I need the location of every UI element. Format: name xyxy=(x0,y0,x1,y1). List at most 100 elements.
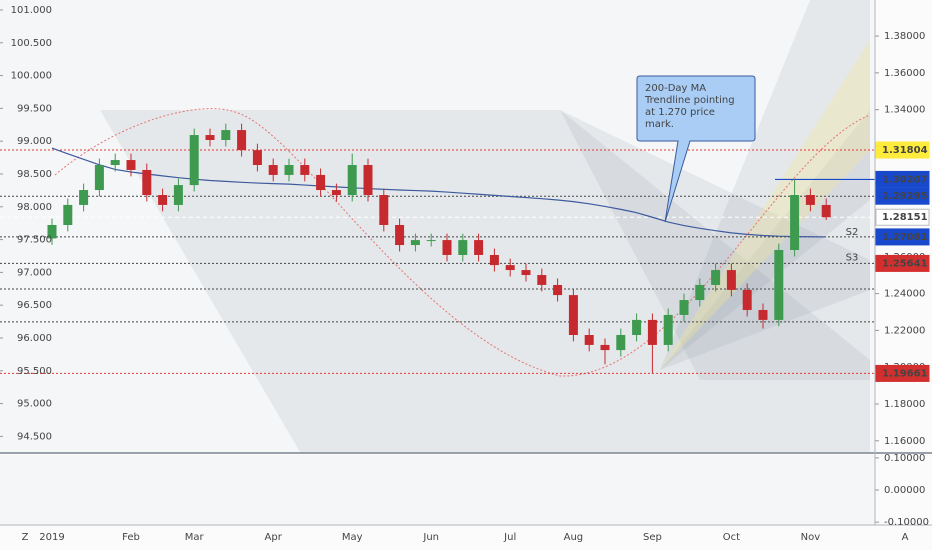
price-tag xyxy=(875,141,930,159)
candle-body xyxy=(268,165,278,175)
price-tag-label: 1.31804 xyxy=(882,145,928,156)
x-tick-label: Jun xyxy=(422,532,439,543)
candle-body xyxy=(205,135,215,140)
level-label: S3 xyxy=(846,253,859,264)
y2-tick-label: 101.000 xyxy=(11,5,52,16)
x-tick-label: 2019 xyxy=(39,532,64,543)
candle-body xyxy=(521,270,531,276)
candle-body xyxy=(347,165,357,196)
x-tick-label: Mar xyxy=(185,532,205,543)
candle-body xyxy=(742,289,752,310)
candle-body xyxy=(821,204,831,218)
main-pane xyxy=(0,0,875,452)
candle-body xyxy=(331,190,341,196)
fan xyxy=(660,40,870,370)
candle-body xyxy=(790,195,800,251)
y2-tick-label: 98.000 xyxy=(17,202,52,213)
x-tick-label: Aug xyxy=(564,532,584,543)
y2-tick-label: 95.500 xyxy=(17,366,52,377)
candle-body xyxy=(158,195,168,205)
price-tag xyxy=(875,364,930,382)
candle-body xyxy=(679,300,689,315)
zoom-button[interactable]: Z xyxy=(22,532,29,543)
fan xyxy=(100,110,870,452)
candle-body xyxy=(442,240,452,255)
candle-body xyxy=(410,240,420,246)
candle-body xyxy=(584,334,594,345)
price-tag-label: 1.29295 xyxy=(882,191,928,202)
candle-body xyxy=(363,165,373,196)
auto-scale-button[interactable]: A xyxy=(902,532,909,543)
callout-box xyxy=(636,75,756,223)
callout-line: mark. xyxy=(645,119,674,130)
candle-body xyxy=(553,284,563,296)
y-tick-label: 0.10000 xyxy=(884,453,925,464)
callout-line: at 1.270 price xyxy=(645,107,715,118)
candle-body xyxy=(94,165,104,191)
candle-body xyxy=(458,240,468,255)
cycle-curve xyxy=(54,108,871,377)
fan-shapes xyxy=(100,0,870,452)
candle-body xyxy=(616,334,626,351)
y-tick-label: 0.00000 xyxy=(884,485,925,496)
candle-body xyxy=(395,224,405,246)
y2-tick-label: 95.000 xyxy=(17,399,52,410)
fan xyxy=(560,110,870,380)
x-tick-label: Apr xyxy=(265,532,283,543)
price-tag xyxy=(875,254,930,272)
candle-body xyxy=(237,130,247,151)
price-tag-label: 1.27081 xyxy=(882,232,928,243)
candle-body xyxy=(505,265,515,271)
y2-tick-label: 100.500 xyxy=(11,38,52,49)
candle-body xyxy=(110,160,120,166)
y2-tick-label: 99.000 xyxy=(17,136,52,147)
price-tag-label: 1.19661 xyxy=(882,368,928,379)
price-tag xyxy=(875,187,930,205)
y2-tick-label: 96.500 xyxy=(17,300,52,311)
candle-body xyxy=(63,204,73,225)
callout-line: Trendline pointing xyxy=(644,95,735,106)
candle-body xyxy=(126,160,136,170)
y-tick-label: 1.18000 xyxy=(884,399,925,410)
candle-body xyxy=(189,135,199,186)
x-tick-label: Feb xyxy=(122,532,140,543)
candle-body xyxy=(316,174,326,191)
x-tick-label: Sep xyxy=(643,532,662,543)
candle-body xyxy=(537,275,547,285)
y-tick-label: 1.22000 xyxy=(884,325,925,336)
price-tag-label: 1.25641 xyxy=(882,258,928,269)
candle-body xyxy=(47,224,57,239)
candle-body xyxy=(647,319,657,345)
oscillator-pane xyxy=(0,455,875,525)
callout xyxy=(636,75,756,223)
y2-tick-label: 94.500 xyxy=(17,431,52,442)
candle-body xyxy=(632,319,642,335)
price-tag-label: 1.30207 xyxy=(882,174,928,185)
candle-body xyxy=(568,295,578,335)
y2-tick-label: 96.000 xyxy=(17,333,52,344)
price-tag xyxy=(875,170,930,188)
moving-average xyxy=(51,147,827,238)
candle-body xyxy=(695,284,705,301)
candle-body xyxy=(805,195,815,205)
x-tick-label: Oct xyxy=(723,532,740,543)
y2-tick-label: 99.500 xyxy=(17,103,52,114)
candle-body xyxy=(284,165,294,175)
candle-body xyxy=(758,309,768,320)
y-tick-label: 1.34000 xyxy=(884,105,925,116)
candle-body xyxy=(173,185,183,205)
y-tick-label: 1.24000 xyxy=(884,289,925,300)
candle-body xyxy=(300,165,310,175)
fan xyxy=(660,110,870,370)
x-tick-label: Jul xyxy=(503,532,516,543)
candle-body xyxy=(726,270,736,290)
y-tick-label: 1.38000 xyxy=(884,31,925,42)
candle-body xyxy=(774,250,784,320)
y2-tick-label: 98.500 xyxy=(17,169,52,180)
y2-tick-label: 100.000 xyxy=(11,71,52,82)
y-tick-label: 1.16000 xyxy=(884,436,925,447)
axes: 94.500 95.000 95.500 96.000 96.500 97.000 97.5… xyxy=(0,5,930,543)
candle-body xyxy=(379,195,389,225)
